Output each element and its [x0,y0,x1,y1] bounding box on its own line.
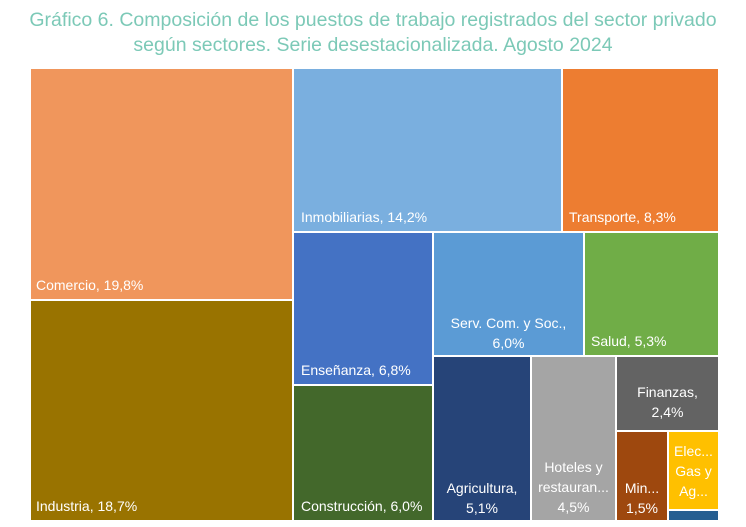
treemap-label-electricidad-gas-y-agua-3: Ag... [679,483,708,499]
treemap-label-inmobiliarias: Inmobiliarias, 14,2% [301,209,427,225]
treemap-label-industria: Industria, 18,7% [36,498,137,514]
treemap-tile-mineria [615,430,669,522]
treemap-label-agricultura-2: 5,1% [466,500,498,516]
treemap-label-serv-com-y-soc-2: 6,0% [493,335,525,351]
treemap-label-mineria-2: 1,5% [626,500,658,516]
treemap-label-hoteles-y-restaurantes-3: 4,5% [558,499,590,515]
treemap-label-comercio: Comercio, 19,8% [36,277,143,293]
treemap-label-electricidad-gas-y-agua-2: Gas y [675,463,712,479]
treemap-label-mineria: Min... [625,480,659,496]
treemap-tile-otros [667,509,720,522]
treemap-tile-comercio [29,67,294,301]
treemap-label-finanzas: Finanzas, [637,384,698,400]
treemap-tile-hoteles-y-restaurantes [530,355,617,522]
treemap-label-salud: Salud, 5,3% [591,333,667,349]
treemap-label-ensenanza: Enseñanza, 6,8% [301,362,411,378]
treemap-tile-agricultura [432,355,532,522]
treemap-tile-ensenanza [292,231,434,386]
treemap-label-hoteles-y-restaurantes: Hoteles y [544,459,602,475]
treemap-label-serv-com-y-soc: Serv. Com. y Soc., [451,315,567,331]
chart-title: Gráfico 6. Composición de los puestos de… [0,8,746,58]
treemap-label-electricidad-gas-y-agua: Elec... [674,443,713,459]
chart-title-line-1: Gráfico 6. Composición de los puestos de… [29,9,717,31]
treemap-label-hoteles-y-restaurantes-2: restauran... [538,479,609,495]
treemap-tile-industria [29,299,294,522]
treemap-tile-serv-com-y-soc [432,231,585,357]
treemap-tile-inmobiliarias [292,67,563,233]
treemap-label-agricultura: Agricultura, [447,480,518,496]
treemap-label-finanzas-2: 2,4% [652,404,684,420]
treemap-label-construccion: Construcción, 6,0% [301,498,422,514]
treemap-tile-salud [583,231,720,357]
treemap-tile-transporte [561,67,720,233]
chart-title-line-2: según sectores. Serie desestacionalizada… [133,34,613,56]
treemap-label-transporte: Transporte, 8,3% [569,209,676,225]
